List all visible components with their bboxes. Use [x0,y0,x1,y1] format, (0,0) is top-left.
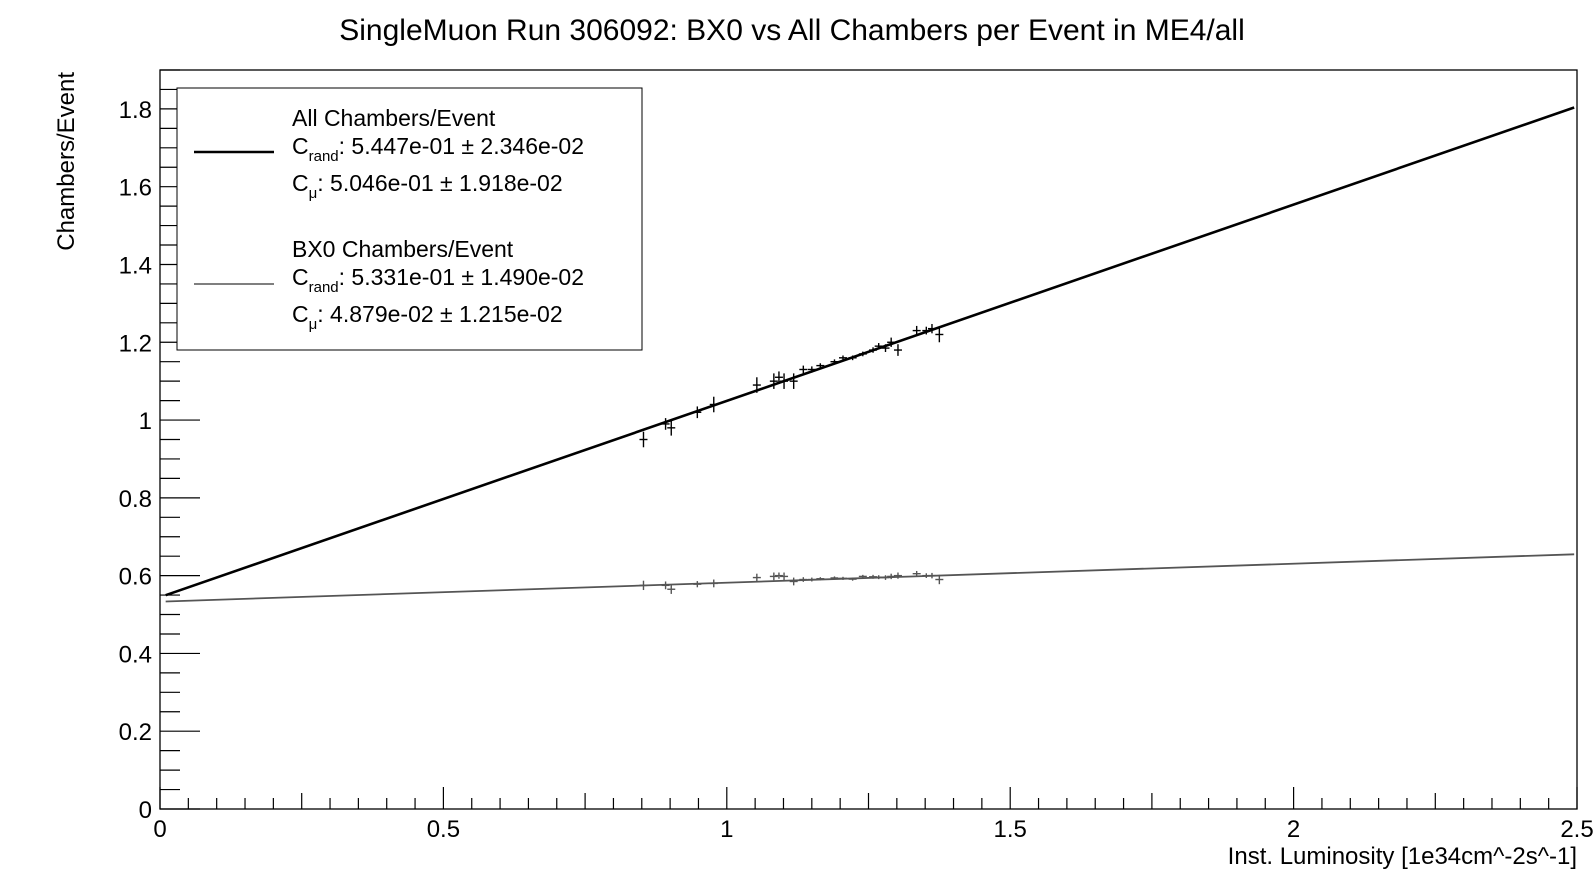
data-point [639,580,648,591]
y-tick-label: 1.2 [119,330,152,357]
data-point [838,355,847,361]
chart-title: SingleMuon Run 306092: BX0 vs All Chambe… [339,14,1245,47]
data-point [752,377,761,393]
x-tick-label: 0.5 [427,816,460,843]
x-tick-label: 1.5 [994,816,1027,843]
data-point [807,366,816,373]
data-point [661,581,670,590]
fit-line [165,106,1575,597]
legend-cmu-bx0: Cμ: 4.879e-02 ± 1.215e-02 [292,301,563,333]
data-point [752,573,761,582]
data-point [774,572,783,579]
data-point [858,574,867,578]
data-point [912,570,921,577]
data-point [780,572,789,581]
data-point [780,373,789,389]
data-point [922,326,931,335]
y-axis: 0 0.2 0.4 0.6 0.8 1 1.2 1.4 1.6 1.8 [119,69,200,824]
x-tick-label: 1 [720,816,733,843]
fit-lines [165,106,1575,603]
data-point [709,396,718,413]
y-tick-label: 0.8 [119,486,152,513]
legend-label-all: All Chambers/Event [292,105,496,131]
legend-box [176,87,643,351]
data-point [935,574,944,585]
x-tick-label: 2.5 [1560,816,1593,843]
data-point [830,359,839,365]
data-point [709,579,718,588]
data-point [869,347,878,353]
legend-label-bx0: BX0 Chambers/Event [292,236,514,262]
data-point [848,577,857,581]
data-point [887,573,896,580]
data-point [789,577,798,586]
data-point [830,576,839,580]
data-point [816,577,825,581]
x-tick-label: 0 [153,816,166,843]
data-point [935,326,944,343]
data-point [893,572,902,579]
data-point [887,337,896,347]
data-point [799,365,808,374]
legend-crand-bx0: Crand: 5.331e-01 ± 1.490e-02 [292,264,584,296]
data-points [639,323,944,594]
data-point [789,373,798,389]
data-point [639,431,648,448]
data-point [667,584,676,594]
fit-line [165,553,1575,603]
data-point [927,323,936,334]
y-tick-label: 1.8 [119,97,152,124]
data-point [848,355,857,361]
data-point [769,572,778,581]
x-tick-label: 2 [1287,816,1300,843]
data-point [893,344,902,356]
data-point [912,325,921,336]
data-point [881,575,890,580]
data-point [667,420,676,436]
data-point [693,406,702,419]
y-tick-label: 1.4 [119,252,152,279]
data-point [874,575,883,580]
y-tick-label: 1.6 [119,175,152,202]
data-point [661,418,670,430]
x-axis-title: Inst. Luminosity [1e34cm^-2s^-1] [1228,843,1577,870]
data-point [799,577,808,582]
y-tick-label: 0.2 [119,719,152,746]
legend-crand-all: Crand: 5.447e-01 ± 2.346e-02 [292,133,584,165]
data-point [769,373,778,389]
data-point [858,351,867,357]
y-tick-label: 0.4 [119,641,152,668]
y-tick-label: 1 [139,408,152,435]
data-point [807,577,816,582]
y-axis-title: Chambers/Event [53,72,80,251]
data-point [774,371,783,384]
y-tick-label: 0 [139,797,152,824]
data-point [816,363,825,368]
legend-cmu-all: Cμ: 5.046e-01 ± 1.918e-02 [292,170,563,202]
data-point [874,343,883,350]
data-point [881,344,890,352]
data-point [838,576,847,580]
data-point [693,581,702,588]
x-axis: 0 0.5 1 1.5 2 2.5 [153,787,1594,843]
data-point [927,572,936,579]
y-tick-label: 0.6 [119,564,152,591]
legend: All Chambers/Event Crand: 5.447e-01 ± 2.… [176,87,643,351]
